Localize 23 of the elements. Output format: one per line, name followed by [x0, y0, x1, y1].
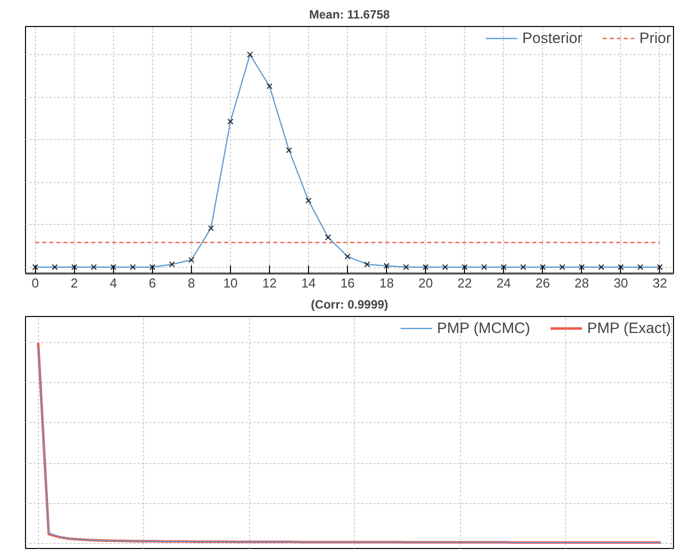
x-tick-label: 8 [188, 276, 196, 290]
x-tick-label: 18 [379, 276, 394, 290]
x-tick-label: 12 [262, 276, 277, 290]
x-tick-label: 4 [110, 276, 117, 290]
x-tick-label: 6 [148, 276, 156, 290]
x-tick-label: 22 [457, 276, 472, 290]
x-tick-label: 24 [496, 276, 511, 290]
x-tick-label: 28 [574, 276, 590, 290]
legend-label: Posterior [522, 30, 582, 46]
legend-label: Prior [639, 30, 671, 46]
legend-label: PMP (Exact) [587, 320, 671, 336]
x-tick-label: 16 [340, 276, 355, 290]
legend-label: PMP (MCMC) [437, 320, 530, 336]
x-tick-label: 14 [301, 276, 316, 290]
x-tick-label: 26 [536, 276, 550, 290]
x-tick-label: 2 [70, 276, 78, 290]
x-tick-label: 20 [418, 276, 433, 290]
x-tick-label: 32 [652, 276, 668, 290]
text: Mean: 11.6758 [309, 8, 390, 22]
x-tick-label: 0 [32, 276, 39, 290]
x-tick-label: 10 [223, 276, 238, 290]
text: (Corr: 0.9999) [310, 298, 388, 312]
x-tick-label: 30 [614, 276, 628, 290]
